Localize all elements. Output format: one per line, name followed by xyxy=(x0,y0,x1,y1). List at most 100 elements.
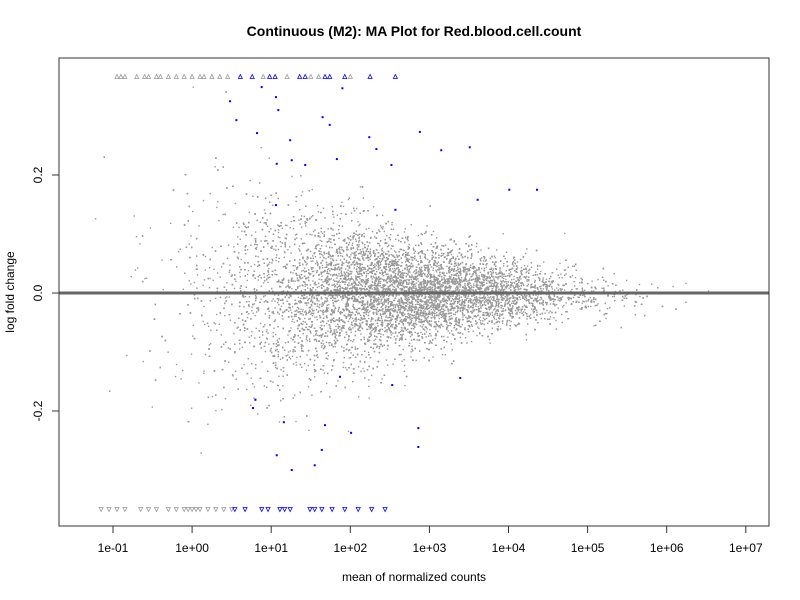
data-point xyxy=(352,312,354,314)
data-point xyxy=(378,347,380,350)
data-point xyxy=(424,297,427,299)
data-point xyxy=(457,286,459,288)
data-point xyxy=(511,302,513,305)
data-point xyxy=(450,304,452,306)
data-point xyxy=(487,313,490,315)
data-point xyxy=(287,334,289,336)
data-point xyxy=(290,252,292,254)
data-point xyxy=(529,268,531,271)
data-point xyxy=(563,269,566,271)
data-point xyxy=(410,356,412,358)
data-point xyxy=(336,251,339,253)
data-point xyxy=(539,299,541,301)
data-point xyxy=(482,296,485,299)
data-point xyxy=(459,262,462,265)
data-point xyxy=(576,288,578,290)
data-point xyxy=(392,281,394,283)
data-point xyxy=(301,310,303,313)
data-point xyxy=(316,319,319,321)
data-point xyxy=(432,230,435,233)
data-point xyxy=(448,284,451,287)
data-point xyxy=(528,269,530,272)
data-point xyxy=(384,267,386,270)
data-point xyxy=(346,253,348,255)
data-point xyxy=(250,377,252,379)
data-point xyxy=(318,285,320,288)
data-point xyxy=(263,301,266,303)
data-point xyxy=(503,277,505,280)
data-point xyxy=(303,260,306,262)
data-point xyxy=(391,294,393,297)
data-point xyxy=(414,304,417,306)
data-point xyxy=(253,397,255,399)
data-point xyxy=(350,276,353,278)
data-point xyxy=(511,308,513,310)
data-point xyxy=(294,341,296,343)
data-point xyxy=(348,318,351,320)
data-point xyxy=(442,316,444,318)
data-point xyxy=(481,284,483,286)
data-point xyxy=(358,241,360,243)
data-point xyxy=(349,326,351,328)
data-point xyxy=(272,381,274,383)
data-point xyxy=(478,327,480,330)
data-point xyxy=(332,274,334,276)
data-point xyxy=(312,280,314,282)
data-point xyxy=(316,316,318,318)
data-point xyxy=(211,395,214,398)
data-point xyxy=(426,281,428,284)
data-point xyxy=(367,270,369,272)
data-point xyxy=(253,386,256,388)
data-point xyxy=(546,309,548,312)
data-point xyxy=(313,274,315,277)
data-point xyxy=(558,284,560,286)
data-point xyxy=(314,229,316,231)
data-point xyxy=(511,317,513,319)
data-point xyxy=(394,260,396,263)
data-point xyxy=(281,279,284,282)
data-point xyxy=(358,244,360,246)
data-point xyxy=(215,409,217,412)
data-point xyxy=(394,304,396,306)
data-point xyxy=(322,340,324,342)
data-point xyxy=(383,298,386,300)
data-point xyxy=(290,295,292,298)
data-point xyxy=(368,379,370,381)
data-point xyxy=(188,243,190,245)
data-point xyxy=(379,285,382,287)
data-point xyxy=(415,289,418,291)
data-point xyxy=(429,305,431,307)
data-point xyxy=(430,320,433,322)
data-point xyxy=(490,267,493,269)
data-point xyxy=(542,307,545,310)
data-point xyxy=(423,289,425,292)
data-point xyxy=(364,289,366,291)
data-point xyxy=(253,263,256,266)
data-point xyxy=(491,275,493,277)
data-point xyxy=(351,263,353,265)
data-point xyxy=(432,356,434,358)
data-point xyxy=(431,342,433,344)
data-point xyxy=(251,234,253,237)
data-point xyxy=(428,270,430,272)
data-point xyxy=(365,313,368,315)
data-point xyxy=(334,266,336,268)
data-point xyxy=(305,310,307,312)
data-point xyxy=(607,294,609,296)
data-point xyxy=(202,320,204,323)
data-point xyxy=(305,233,308,235)
data-point xyxy=(433,300,435,302)
data-point xyxy=(329,319,332,321)
data-point xyxy=(361,303,364,305)
data-point xyxy=(391,314,394,316)
data-point xyxy=(383,301,385,303)
data-point xyxy=(332,332,334,334)
data-point xyxy=(512,261,515,263)
data-point xyxy=(362,321,364,323)
data-point xyxy=(290,337,292,340)
data-point xyxy=(344,283,346,286)
data-point xyxy=(444,244,447,246)
data-point xyxy=(389,322,392,324)
data-point xyxy=(302,345,304,347)
data-point xyxy=(300,290,302,292)
